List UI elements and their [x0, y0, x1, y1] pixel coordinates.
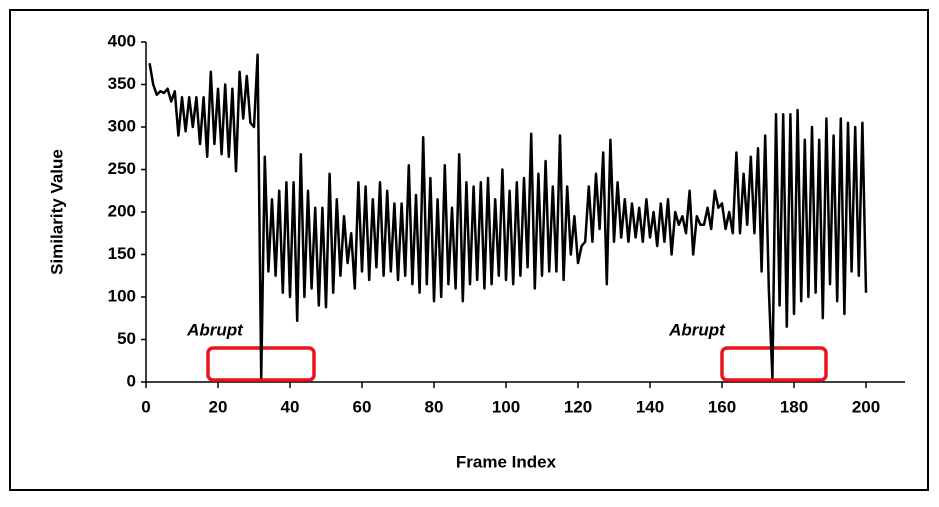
x-tick-label: 160 — [708, 397, 736, 416]
data-line — [148, 53, 868, 379]
y-tick-label: 250 — [108, 159, 136, 178]
y-tick-label: 0 — [127, 371, 136, 390]
x-axis-label: Frame Index — [456, 452, 557, 471]
x-tick-label: 60 — [353, 397, 372, 416]
y-tick-label: 150 — [108, 244, 136, 263]
y-tick-label: 400 — [108, 31, 136, 50]
y-tick-label: 200 — [108, 201, 136, 220]
x-tick-label: 140 — [636, 397, 664, 416]
x-tick-label: 20 — [209, 397, 228, 416]
x-tick-label: 0 — [141, 397, 150, 416]
y-tick-label: 350 — [108, 74, 136, 93]
y-tick-label: 100 — [108, 286, 136, 305]
x-tick-label: 40 — [281, 397, 300, 416]
x-tick-label: 120 — [564, 397, 592, 416]
x-tick-label: 200 — [852, 397, 880, 416]
annotation: Abrupt — [186, 320, 244, 339]
highlight-box — [720, 346, 828, 382]
y-tick-label: 300 — [108, 116, 136, 135]
y-axis-label: Similarity Value — [47, 149, 66, 275]
x-tick-label: 80 — [425, 397, 444, 416]
annotation: Abrupt — [668, 320, 726, 339]
x-tick-label: 100 — [492, 397, 520, 416]
x-tick-label: 180 — [780, 397, 808, 416]
y-tick-label: 50 — [117, 329, 136, 348]
frame — [9, 9, 929, 491]
